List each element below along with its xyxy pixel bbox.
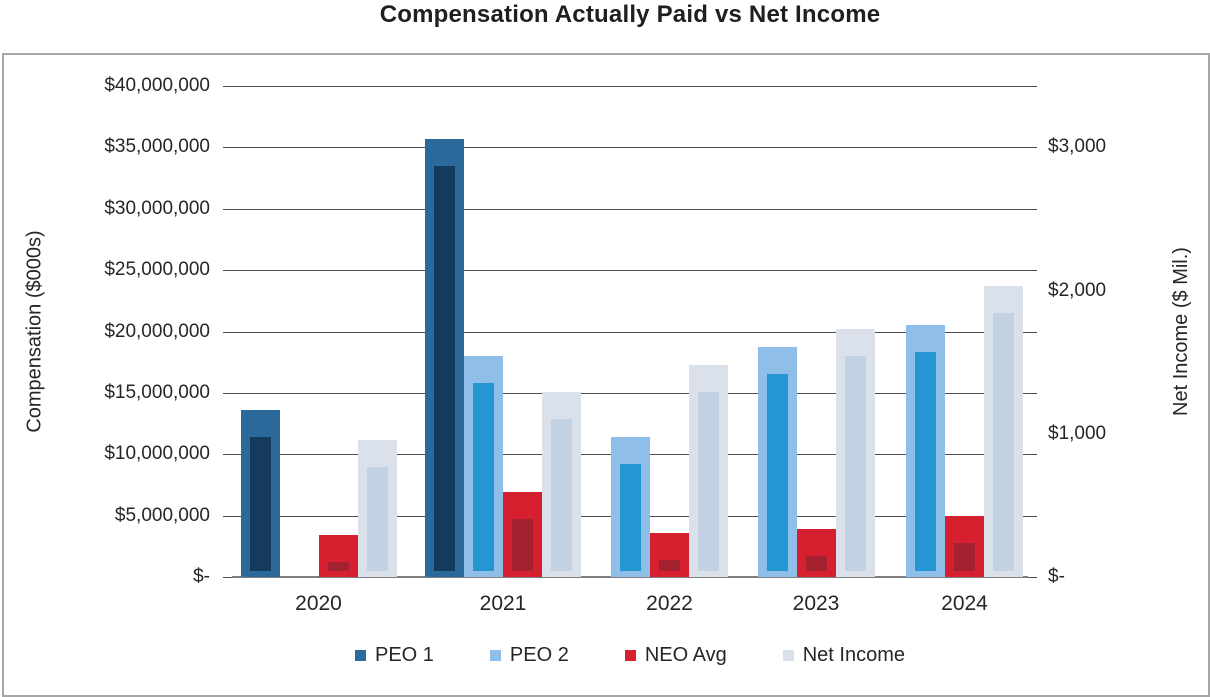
- legend-marker-icon: [354, 650, 366, 661]
- gridline: [232, 86, 1028, 87]
- bar-neo-avg-2022: [650, 533, 689, 577]
- bar-neo-avg-2021: [503, 492, 542, 577]
- bar-peo-2-2024: [906, 325, 945, 577]
- right-axis-tick: [1028, 393, 1037, 394]
- gridline: [232, 270, 1028, 271]
- bar-inner-shade: [767, 374, 788, 571]
- right-axis-tick: [1028, 454, 1037, 455]
- bar-inner-shade: [620, 464, 641, 571]
- x-axis-label-2022: 2022: [646, 592, 693, 615]
- bar-net-income-2020: [358, 440, 397, 577]
- left-axis-tick-label: $25,000,000: [104, 259, 210, 280]
- right-axis-tick-label: $1,000: [1048, 423, 1107, 444]
- gridline: [232, 393, 1028, 394]
- right-axis-tick: [1028, 332, 1037, 333]
- bar-peo-1-2020: [241, 410, 280, 577]
- legend-label: NEO Avg: [644, 644, 727, 666]
- right-axis-tick: [1028, 516, 1037, 517]
- right-axis-title-text: Net Income ($ Mil.): [1169, 247, 1192, 416]
- bar-inner-shade: [698, 392, 719, 571]
- right-axis-tick: [1028, 86, 1037, 87]
- bar-inner-shade: [473, 383, 494, 571]
- bar-peo-2-2022: [611, 437, 650, 577]
- legend-item-peo-2: PEO 2: [489, 644, 569, 667]
- bar-inner-shade: [551, 419, 572, 571]
- left-axis-tick-label: $15,000,000: [104, 382, 210, 403]
- bar-neo-avg-2024: [945, 516, 984, 577]
- x-axis-label-2023: 2023: [792, 592, 840, 615]
- right-axis-tick: [1028, 270, 1037, 271]
- gridline: [232, 332, 1028, 333]
- left-axis-tick-label: $-: [193, 566, 210, 587]
- left-axis-tick: [223, 393, 232, 394]
- bar-inner-shade: [993, 313, 1014, 571]
- left-axis-tick: [223, 270, 232, 271]
- bar-inner-shade: [915, 352, 936, 571]
- legend-item-peo-1: PEO 1: [354, 644, 434, 667]
- legend-label: PEO 2: [509, 644, 569, 666]
- bar-net-income-2024: [984, 286, 1023, 577]
- bar-inner-shade: [250, 437, 271, 571]
- legend-item-net-income: Net Income: [782, 644, 905, 667]
- gridline: [232, 147, 1028, 148]
- bar-inner-shade: [328, 562, 349, 571]
- bar-peo-2-2021: [464, 356, 503, 577]
- legend: PEO 1 PEO 2 NEO Avg Net Income: [182, 644, 1078, 667]
- left-axis-tick-label: $10,000,000: [104, 443, 210, 464]
- right-axis-tick-label: $-: [1048, 566, 1065, 587]
- left-axis-tick: [223, 454, 232, 455]
- right-axis-tick: [1028, 147, 1037, 148]
- bar-inner-shade: [806, 556, 827, 571]
- left-axis-tick-label: $35,000,000: [104, 136, 210, 157]
- left-axis-tick: [223, 332, 232, 333]
- bar-net-income-2023: [836, 329, 875, 577]
- x-axis-label-2024: 2024: [941, 592, 988, 615]
- right-axis-tick-label: $3,000: [1048, 136, 1107, 157]
- bar-neo-avg-2020: [319, 535, 358, 577]
- right-axis-tick: [1028, 577, 1037, 578]
- bar-inner-shade: [954, 543, 975, 571]
- right-axis-tick-label: $2,000: [1048, 280, 1107, 301]
- left-axis-tick: [223, 86, 232, 87]
- bar-net-income-2021: [542, 392, 581, 577]
- left-axis-tick: [223, 147, 232, 148]
- bar-peo-1-2021: [425, 139, 464, 577]
- gridline: [232, 209, 1028, 210]
- left-axis-tick-label: $40,000,000: [104, 75, 210, 96]
- left-axis-tick: [223, 577, 232, 578]
- legend-marker-icon: [624, 650, 636, 661]
- left-axis-tick-label: $30,000,000: [104, 198, 210, 219]
- legend-label: Net Income: [802, 644, 905, 666]
- bar-inner-shade: [512, 519, 533, 571]
- x-axis-label-2020: 2020: [295, 592, 342, 615]
- bar-net-income-2022: [689, 365, 728, 577]
- x-axis-label-2021: 2021: [479, 592, 527, 615]
- left-axis-tick: [223, 209, 232, 210]
- bar-inner-shade: [659, 560, 680, 571]
- legend-item-neo-avg: NEO Avg: [624, 644, 727, 667]
- chart-title: Compensation Actually Paid vs Net Income: [379, 1, 881, 28]
- bar-peo-2-2023: [758, 347, 797, 577]
- bar-inner-shade: [845, 356, 866, 571]
- bar-inner-shade: [434, 166, 455, 571]
- bar-neo-avg-2023: [797, 529, 836, 577]
- left-axis-tick-label: $5,000,000: [114, 505, 210, 526]
- left-axis-tick: [223, 516, 232, 517]
- right-axis-tick: [1028, 209, 1037, 210]
- legend-label: PEO 1: [374, 644, 434, 666]
- left-axis-tick-label: $20,000,000: [104, 321, 210, 342]
- bar-inner-shade: [367, 467, 388, 571]
- right-axis-title: Net Income ($ Mil.): [1158, 86, 1204, 577]
- legend-marker-icon: [489, 650, 501, 661]
- plot-area: [232, 86, 1028, 578]
- x-axis-line: [232, 576, 1028, 578]
- legend-marker-icon: [782, 650, 794, 661]
